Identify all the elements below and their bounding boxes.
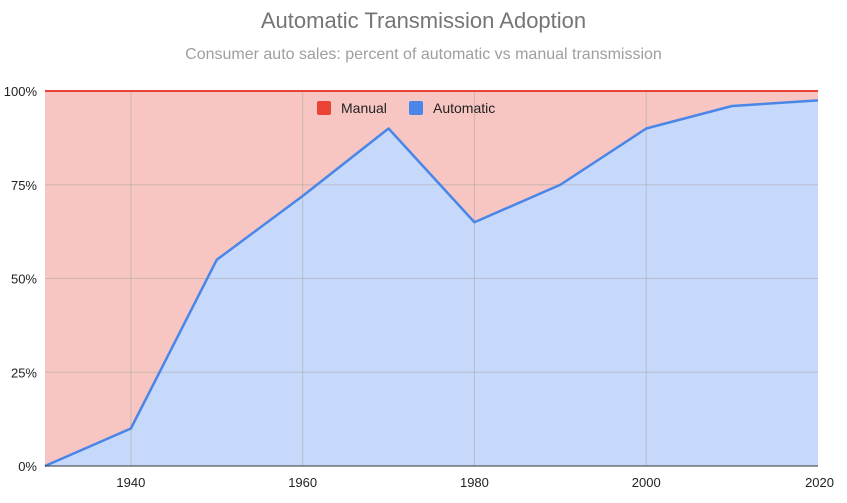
y-tick-label: 0%: [18, 459, 37, 474]
legend-swatch: [409, 101, 423, 115]
legend-item-automatic[interactable]: Automatic: [409, 100, 495, 116]
chart-title: Automatic Transmission Adoption: [260, 8, 587, 33]
y-tick-label: 75%: [11, 178, 37, 193]
automatic-series-line: [44, 99, 819, 468]
legend-label: Automatic: [433, 100, 495, 116]
y-tick-label: 100%: [4, 84, 38, 99]
x-tick-label: 1960: [288, 475, 317, 490]
x-tick-label: 2000: [632, 475, 661, 490]
legend-swatch: [317, 101, 331, 115]
legend-label: Manual: [341, 100, 387, 116]
x-tick-label: 1980: [460, 475, 489, 490]
automatic-area: [45, 100, 818, 466]
chart-subtitle: Consumer auto sales: percent of automati…: [185, 46, 662, 63]
x-tick-label: 2020: [805, 475, 834, 490]
y-tick-label: 50%: [11, 272, 37, 287]
y-tick-label: 25%: [11, 365, 37, 380]
x-tick-label: 1940: [116, 475, 145, 490]
legend-item-manual[interactable]: Manual: [317, 100, 387, 116]
